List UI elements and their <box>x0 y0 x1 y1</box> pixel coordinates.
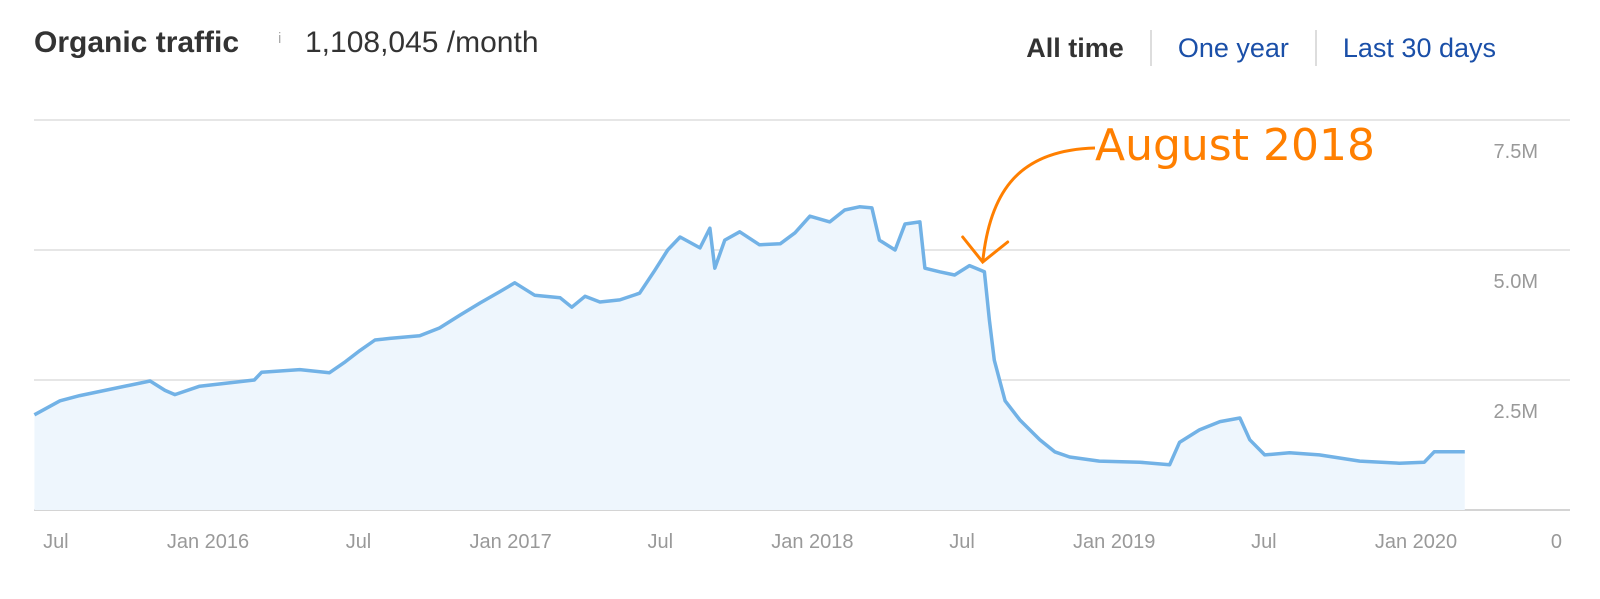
x-tick-label: Jul <box>949 531 975 553</box>
x-tick-label: Jul <box>346 531 372 553</box>
tab-one-year[interactable]: One year <box>1177 32 1289 63</box>
area-fill <box>34 206 1465 511</box>
y-tick-label: 5.0M <box>1494 271 1538 293</box>
x-tick-label: Jan 2018 <box>771 531 853 553</box>
x-tick-label: Jan 2016 <box>167 531 249 553</box>
x-tick-label: Jan 2020 <box>1375 531 1457 553</box>
y-tick-label: 7.5M <box>1494 141 1538 163</box>
tab-divider <box>1314 30 1317 66</box>
arrowhead-icon <box>961 235 1010 265</box>
time-range-tabs: All time One year Last 30 days <box>1026 30 1496 66</box>
y-tick-label: 2.5M <box>1494 401 1538 423</box>
info-icon[interactable]: i <box>278 30 282 47</box>
tab-last-30-days[interactable]: Last 30 days <box>1342 32 1496 63</box>
x-tick-label: Jan 2017 <box>469 531 551 553</box>
x-tick-label: Jul <box>1251 531 1277 553</box>
page-title: Organic traffic <box>34 26 240 59</box>
x-tick-label: Jan 2019 <box>1073 531 1155 553</box>
tab-all-time[interactable]: All time <box>1026 32 1124 63</box>
y-tick-label: 0 <box>1551 531 1562 553</box>
x-tick-label: Jul <box>647 531 673 553</box>
tab-divider <box>1149 30 1152 66</box>
traffic-line <box>33 205 1465 467</box>
annotation-arrow <box>981 146 1096 263</box>
annotation-label: August 2018 <box>1095 120 1375 171</box>
x-tick-label: Jul <box>43 531 69 553</box>
traffic-value: 1,108,045 /month <box>305 26 539 59</box>
